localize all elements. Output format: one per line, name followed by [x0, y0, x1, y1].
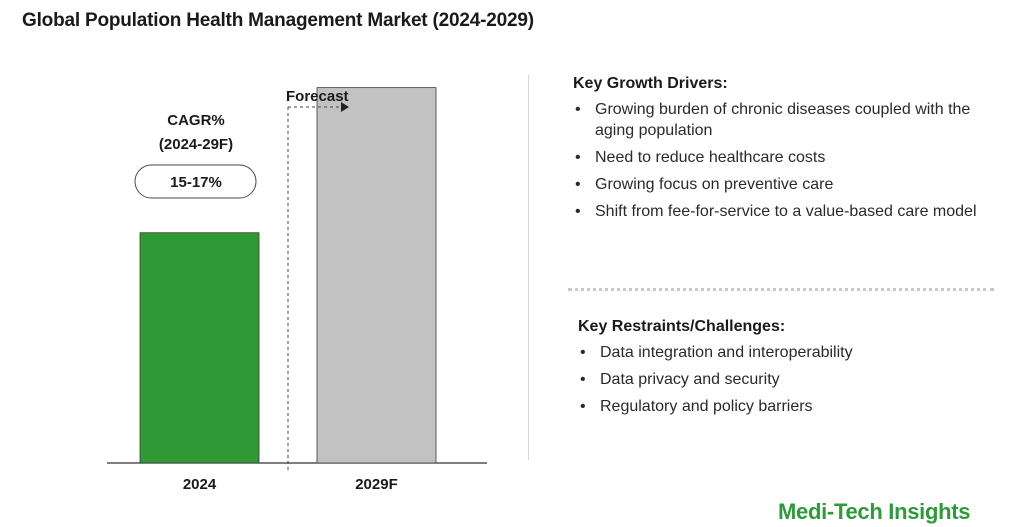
cagr-label: CAGR%: [167, 112, 225, 129]
bullet-icon: •: [580, 344, 586, 361]
x-tick-label-2024: 2024: [183, 476, 217, 493]
driver-text: Growing burden of chronic diseases coupl…: [595, 101, 971, 139]
restraint-text: Regulatory and policy barriers: [600, 398, 813, 415]
key-restraints: Key Restraints/Challenges: • Data integra…: [578, 318, 1018, 423]
bullet-icon: •: [575, 101, 581, 118]
bullet-icon: •: [580, 398, 586, 415]
driver-text: Growing focus on preventive care: [595, 176, 834, 193]
list-item: • Growing burden of chronic diseases coup…: [573, 99, 1013, 141]
bullet-icon: •: [575, 149, 581, 166]
restraints-list: • Data integration and interoperability •…: [578, 342, 1018, 417]
restraint-text: Data privacy and security: [600, 371, 780, 388]
drivers-heading: Key Growth Drivers:: [573, 75, 728, 92]
cagr-value: 15-17%: [170, 174, 222, 191]
bar-2024: [139, 232, 260, 464]
forecast-arrow-head: [341, 102, 349, 112]
x-tick-label-2029F: 2029F: [355, 476, 398, 493]
bullet-icon: •: [575, 176, 581, 193]
list-item: • Growing focus on preventive care: [573, 174, 1013, 195]
key-growth-drivers: Key Growth Drivers: • Growing burden of c…: [573, 75, 1013, 228]
cagr-value-pill: [134, 164, 257, 199]
restraints-heading: Key Restraints/Challenges:: [578, 318, 786, 335]
bullet-icon: •: [575, 203, 581, 220]
list-item: • Shift from fee-for-service to a value-b…: [573, 201, 1013, 222]
list-item: • Regulatory and policy barriers: [578, 396, 1018, 417]
driver-text: Need to reduce healthcare costs: [595, 149, 826, 166]
restraint-text: Data integration and interoperability: [600, 344, 853, 361]
list-item: • Data privacy and security: [578, 369, 1018, 390]
brand-logo: Medi-Tech Insights: [778, 499, 971, 524]
forecast-label: Forecast: [286, 88, 349, 105]
list-item: • Need to reduce healthcare costs: [573, 147, 1013, 168]
page-title: Global Population Health Management Mark…: [22, 10, 534, 31]
cagr-callout: CAGR% (2024-29F) 15-17%: [134, 112, 257, 199]
bar-chart: 2024 2029F Forecast CAGR% (2024-29F) 15-1…: [107, 87, 487, 493]
list-item: • Data integration and interoperability: [578, 342, 1018, 363]
cagr-period: (2024-29F): [159, 136, 233, 153]
forecast-marker: Forecast: [286, 88, 349, 470]
section-divider: [568, 288, 994, 291]
bar-2029F: [316, 87, 437, 464]
bullet-icon: •: [580, 371, 586, 388]
vertical-divider: [528, 75, 529, 460]
drivers-list: • Growing burden of chronic diseases coup…: [573, 99, 1013, 222]
driver-text: Shift from fee-for-service to a value-ba…: [595, 203, 977, 220]
